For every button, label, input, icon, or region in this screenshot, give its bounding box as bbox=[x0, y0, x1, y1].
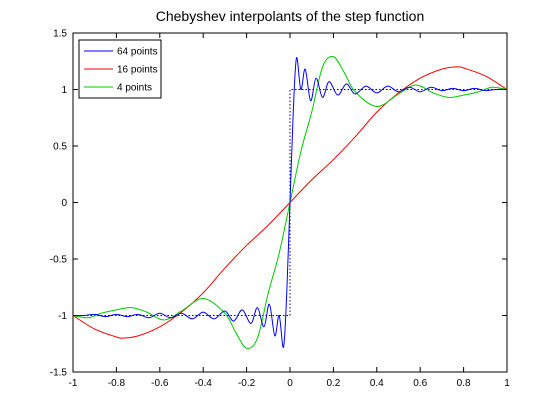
legend: 64 points 16 points 4 points bbox=[78, 39, 162, 99]
x-tick-label: -0.6 bbox=[151, 378, 169, 389]
chart-title: Chebyshev interpolants of the step funct… bbox=[156, 8, 425, 24]
series-line-64-points bbox=[72, 57, 508, 348]
x-tick-label: -0.8 bbox=[108, 378, 126, 389]
y-tick-label: -1.5 bbox=[50, 368, 68, 379]
x-tick-label: -0.2 bbox=[238, 378, 256, 389]
y-tick-label: 1 bbox=[61, 85, 67, 96]
series-layer bbox=[72, 56, 508, 349]
y-tick-label: 0 bbox=[61, 198, 67, 209]
y-tick-label: -0.5 bbox=[50, 255, 68, 266]
legend-label: 16 points bbox=[117, 65, 158, 76]
x-tick-label: 0.8 bbox=[457, 378, 471, 389]
x-tick-label: -1 bbox=[69, 378, 78, 389]
legend-label: 4 points bbox=[117, 83, 152, 94]
y-tick-label: 1.5 bbox=[53, 29, 67, 40]
y-tick-label: -1 bbox=[58, 311, 67, 322]
x-tick-label: 0.4 bbox=[370, 378, 384, 389]
legend-label: 64 points bbox=[117, 47, 158, 58]
axis-ticks: -1 -0.8 -0.6 -0.4 -0.2 0 0.2 0.4 0.6 0.8 1-1.5-1-0… bbox=[50, 29, 510, 390]
x-tick-label: -0.4 bbox=[195, 378, 213, 389]
x-tick-label: 1 bbox=[504, 378, 510, 389]
x-tick-label: 0 bbox=[287, 378, 293, 389]
y-tick-label: 0.5 bbox=[53, 142, 67, 153]
x-tick-label: 0.6 bbox=[413, 378, 427, 389]
x-tick-label: 0.2 bbox=[326, 378, 340, 389]
